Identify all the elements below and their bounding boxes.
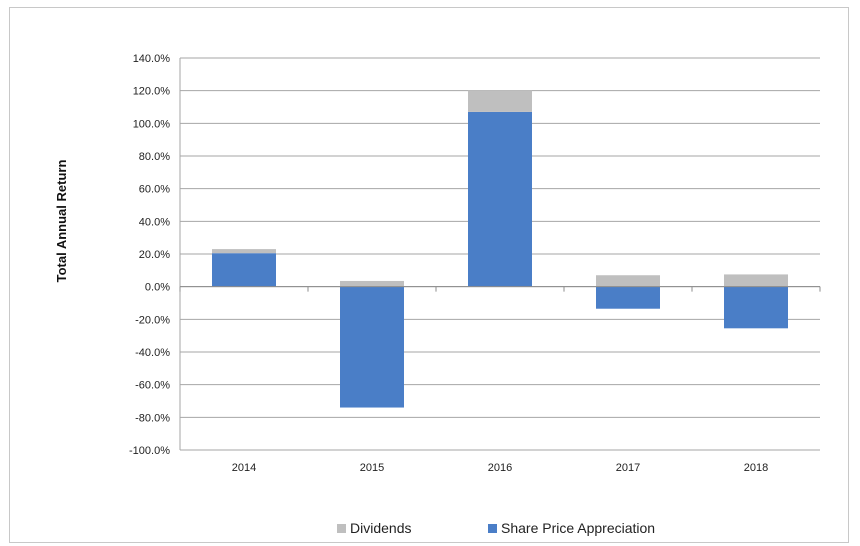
y-tick-label: 20.0% [139, 249, 170, 261]
x-tick-labels: 2014 2015 2016 2017 2018 [232, 462, 768, 474]
y-tick-label: -60.0% [135, 380, 170, 392]
legend-label: Dividends [350, 520, 411, 536]
legend-swatch [337, 524, 346, 533]
y-axis-label: Total Annual Return [54, 160, 69, 283]
bar-dividends-2015 [340, 280, 404, 287]
bar-dividends-2016 [468, 90, 532, 112]
legend: Dividends Share Price Appreciation [337, 520, 655, 536]
x-tick-label: 2018 [744, 462, 768, 474]
x-tick-label: 2017 [616, 462, 640, 474]
y-tick-label: 140.0% [133, 53, 171, 65]
bar-share-price-appreciation-2014 [212, 253, 276, 287]
bar-dividends-2018 [724, 274, 788, 287]
y-tick-label: 60.0% [139, 184, 170, 196]
y-tick-label: -80.0% [135, 412, 170, 424]
chart-frame [9, 7, 849, 543]
y-tick-label: 0.0% [145, 282, 170, 294]
y-tick-label: -40.0% [135, 347, 170, 359]
y-tick-label: 40.0% [139, 216, 170, 228]
y-tick-label: -20.0% [135, 314, 170, 326]
y-tick-label: 100.0% [133, 118, 171, 130]
legend-swatch [488, 524, 497, 533]
bar-share-price-appreciation-2018 [724, 286, 788, 329]
bar-share-price-appreciation-2015 [340, 286, 404, 408]
x-tick-label: 2014 [232, 462, 256, 474]
legend-label: Share Price Appreciation [501, 520, 655, 536]
x-tick-label: 2015 [360, 462, 384, 474]
y-tick-label: 120.0% [133, 86, 171, 98]
y-tick-labels: -100.0% -80.0% -60.0% -40.0% -20.0% 0.0% 20.0%… [129, 53, 170, 457]
y-tick-label: -100.0% [129, 445, 170, 457]
x-tick-label: 2016 [488, 462, 512, 474]
bar-dividends-2014 [212, 249, 276, 254]
bars [212, 90, 788, 408]
bar-dividends-2017 [596, 275, 660, 287]
bar-share-price-appreciation-2017 [596, 286, 660, 309]
y-tick-label: 80.0% [139, 151, 170, 163]
bar-share-price-appreciation-2016 [468, 111, 532, 287]
x-axis-line [179, 286, 821, 292]
